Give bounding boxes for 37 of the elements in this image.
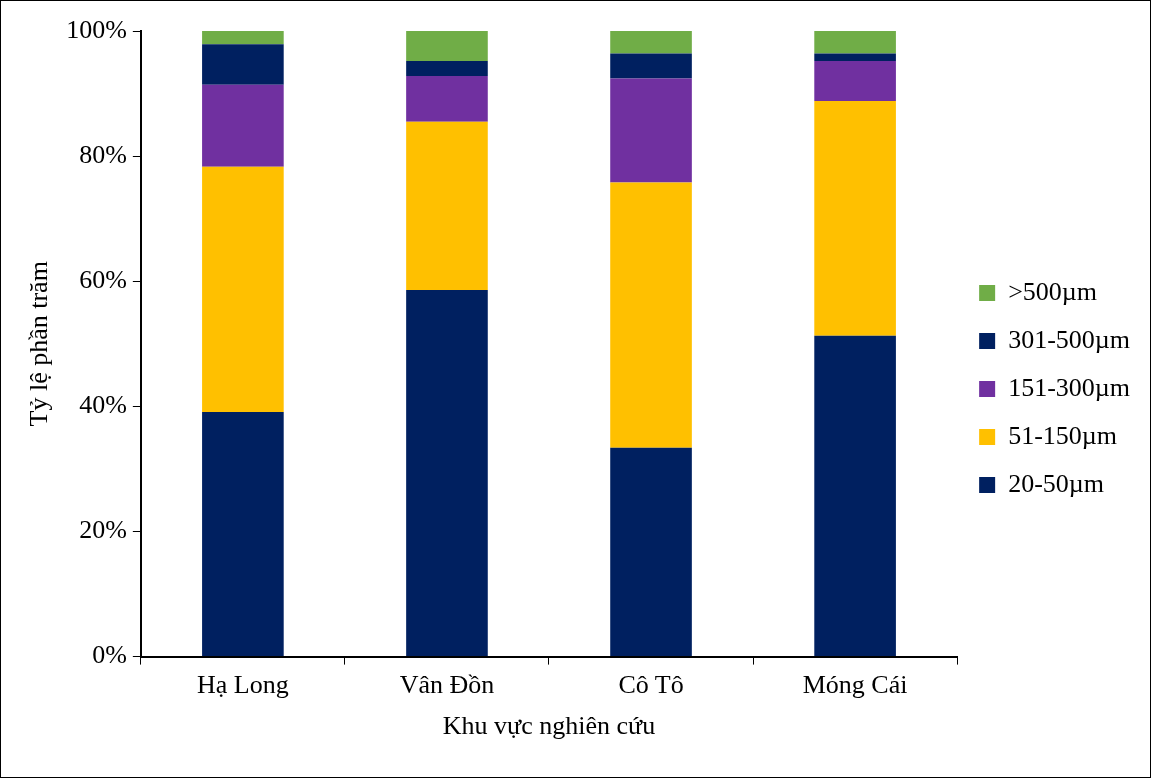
y-tick-label: 80%	[79, 139, 127, 169]
bar	[202, 84, 284, 167]
legend-label: 20-50µm	[1008, 468, 1105, 498]
legend-label: >500µm	[1008, 276, 1098, 306]
legend-label: 151-300µm	[1008, 372, 1131, 402]
bar	[202, 44, 284, 85]
y-tick-label: 40%	[79, 390, 127, 420]
bar	[814, 101, 896, 336]
bar	[610, 182, 692, 448]
y-tick-label: 100%	[66, 14, 127, 44]
bar	[202, 166, 284, 412]
y-tick-label: 20%	[79, 515, 127, 545]
y-tick-label: 60%	[79, 265, 127, 295]
bar	[610, 31, 692, 54]
legend-label: 301-500µm	[1008, 324, 1131, 354]
bar	[202, 411, 284, 657]
bar	[814, 61, 896, 102]
bar	[406, 31, 488, 62]
bar	[202, 31, 284, 45]
bar	[406, 76, 488, 122]
bar	[406, 290, 488, 657]
bar	[814, 53, 896, 62]
bar	[406, 61, 488, 77]
bar	[814, 335, 896, 657]
bar	[814, 31, 896, 54]
legend-label: 51-150µm	[1008, 420, 1118, 450]
bar	[610, 53, 692, 79]
y-tick-label: 0%	[92, 640, 127, 670]
bar	[610, 447, 692, 657]
x-tick-label: Cô Tô	[618, 670, 684, 700]
x-tick-label: Hạ Long	[197, 670, 289, 700]
x-tick-label: Vân Đồn	[399, 670, 495, 700]
y-axis-title: Tỷ lệ phần trăm	[24, 261, 54, 427]
x-tick-label: Móng Cái	[802, 670, 908, 700]
x-axis-title: Khu vực nghiên cứu	[442, 711, 656, 741]
bar	[610, 78, 692, 183]
bar	[406, 121, 488, 290]
